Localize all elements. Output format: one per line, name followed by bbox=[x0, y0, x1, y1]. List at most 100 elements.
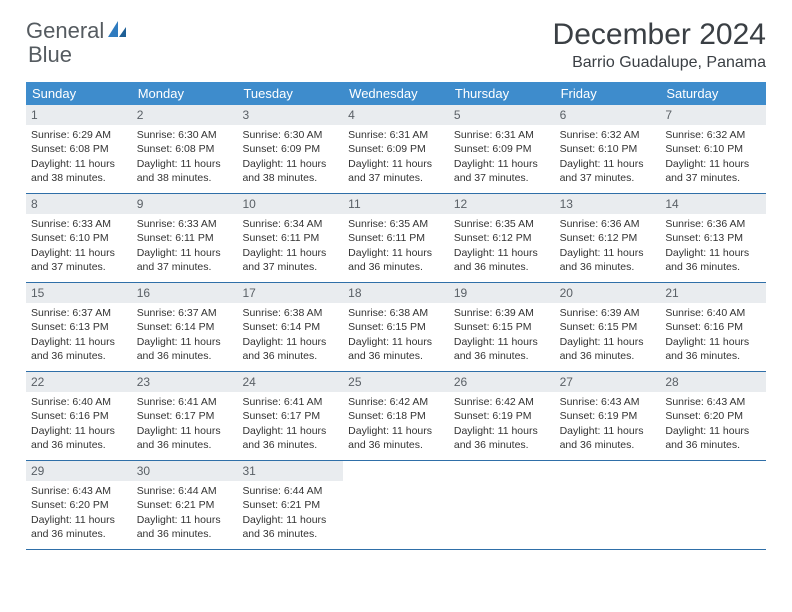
day-cell: 12Sunrise: 6:35 AMSunset: 6:12 PMDayligh… bbox=[449, 194, 555, 282]
sunrise-text: Sunrise: 6:29 AM bbox=[31, 128, 127, 142]
sunrise-text: Sunrise: 6:32 AM bbox=[665, 128, 761, 142]
sunrise-text: Sunrise: 6:30 AM bbox=[137, 128, 233, 142]
day-cell: 17Sunrise: 6:38 AMSunset: 6:14 PMDayligh… bbox=[237, 283, 343, 371]
sunset-text: Sunset: 6:20 PM bbox=[31, 498, 127, 512]
sunset-text: Sunset: 6:15 PM bbox=[348, 320, 444, 334]
day-body: Sunrise: 6:30 AMSunset: 6:08 PMDaylight:… bbox=[132, 125, 238, 191]
day-body: Sunrise: 6:31 AMSunset: 6:09 PMDaylight:… bbox=[449, 125, 555, 191]
daylight-text: Daylight: 11 hours and 36 minutes. bbox=[454, 424, 550, 452]
sunset-text: Sunset: 6:11 PM bbox=[137, 231, 233, 245]
day-number: 20 bbox=[555, 283, 661, 303]
day-cell: 26Sunrise: 6:42 AMSunset: 6:19 PMDayligh… bbox=[449, 372, 555, 460]
day-number: 26 bbox=[449, 372, 555, 392]
daylight-text: Daylight: 11 hours and 36 minutes. bbox=[242, 335, 338, 363]
empty-cell bbox=[555, 461, 661, 549]
week-row: 29 Sunrise: 6:43 AMSunset: 6:20 PM Dayligh… bbox=[26, 461, 766, 550]
weekday-header: Thursday bbox=[449, 82, 555, 105]
day-body: Sunrise: 6:36 AMSunset: 6:13 PMDaylight:… bbox=[660, 214, 766, 280]
day-body: Sunrise: 6:43 AMSunset: 6:20 PMDaylight:… bbox=[660, 392, 766, 458]
daylight-text: Daylight: 11 hours and 38 minutes. bbox=[242, 157, 338, 185]
day-number: 10 bbox=[237, 194, 343, 214]
day-cell: 8Sunrise: 6:33 AMSunset: 6:10 PMDaylight… bbox=[26, 194, 132, 282]
day-number: 18 bbox=[343, 283, 449, 303]
sunset-text: Sunset: 6:10 PM bbox=[31, 231, 127, 245]
daylight-text: Daylight: 11 hours and 36 minutes. bbox=[242, 513, 338, 541]
day-number: 15 bbox=[26, 283, 132, 303]
day-number: 24 bbox=[237, 372, 343, 392]
sunset-text: Sunset: 6:18 PM bbox=[348, 409, 444, 423]
day-cell: 10Sunrise: 6:34 AMSunset: 6:11 PMDayligh… bbox=[237, 194, 343, 282]
daylight-text: Daylight: 11 hours and 38 minutes. bbox=[137, 157, 233, 185]
daylight-text: Daylight: 11 hours and 36 minutes. bbox=[31, 335, 127, 363]
day-cell: 6Sunrise: 6:32 AMSunset: 6:10 PMDaylight… bbox=[555, 105, 661, 193]
daylight-text: Daylight: 11 hours and 37 minutes. bbox=[31, 246, 127, 274]
day-cell: 18Sunrise: 6:38 AMSunset: 6:15 PMDayligh… bbox=[343, 283, 449, 371]
day-number: 29 bbox=[26, 461, 132, 481]
day-body: Sunrise: 6:42 AMSunset: 6:18 PMDaylight:… bbox=[343, 392, 449, 458]
weekday-header: Monday bbox=[132, 82, 238, 105]
day-cell: 3Sunrise: 6:30 AMSunset: 6:09 PMDaylight… bbox=[237, 105, 343, 193]
sunset-text: Sunset: 6:12 PM bbox=[454, 231, 550, 245]
day-number: 7 bbox=[660, 105, 766, 125]
day-number: 30 bbox=[132, 461, 238, 481]
day-cell: 28Sunrise: 6:43 AMSunset: 6:20 PMDayligh… bbox=[660, 372, 766, 460]
logo: General bbox=[26, 18, 130, 44]
day-body: Sunrise: 6:43 AMSunset: 6:19 PMDaylight:… bbox=[555, 392, 661, 458]
day-body: Sunrise: 6:32 AMSunset: 6:10 PMDaylight:… bbox=[555, 125, 661, 191]
sunrise-text: Sunrise: 6:33 AM bbox=[31, 217, 127, 231]
day-number: 14 bbox=[660, 194, 766, 214]
month-title: December 2024 bbox=[553, 18, 766, 52]
day-number: 4 bbox=[343, 105, 449, 125]
daylight-text: Daylight: 11 hours and 37 minutes. bbox=[242, 246, 338, 274]
sunrise-text: Sunrise: 6:31 AM bbox=[454, 128, 550, 142]
sunrise-text: Sunrise: 6:35 AM bbox=[454, 217, 550, 231]
daylight-text: Daylight: 11 hours and 36 minutes. bbox=[560, 424, 656, 452]
sunrise-text: Sunrise: 6:39 AM bbox=[560, 306, 656, 320]
day-number: 11 bbox=[343, 194, 449, 214]
daylight-text: Daylight: 11 hours and 36 minutes. bbox=[665, 335, 761, 363]
day-number: 25 bbox=[343, 372, 449, 392]
daylight-text: Daylight: 11 hours and 36 minutes. bbox=[137, 513, 233, 541]
sunrise-text: Sunrise: 6:41 AM bbox=[137, 395, 233, 409]
daylight-text: Daylight: 11 hours and 38 minutes. bbox=[31, 157, 127, 185]
sunrise-text: Sunrise: 6:37 AM bbox=[137, 306, 233, 320]
daylight-text: Daylight: 11 hours and 36 minutes. bbox=[137, 335, 233, 363]
day-body: Sunrise: 6:33 AMSunset: 6:10 PMDaylight:… bbox=[26, 214, 132, 280]
sunrise-text: Sunrise: 6:42 AM bbox=[454, 395, 550, 409]
logo-text-blue-wrap: Blue bbox=[28, 42, 72, 68]
day-number: 12 bbox=[449, 194, 555, 214]
day-cell: 9Sunrise: 6:33 AMSunset: 6:11 PMDaylight… bbox=[132, 194, 238, 282]
day-number: 2 bbox=[132, 105, 238, 125]
sunset-text: Sunset: 6:16 PM bbox=[31, 409, 127, 423]
page-header: General December 2024 Barrio Guadalupe, … bbox=[26, 18, 766, 72]
day-cell: 1Sunrise: 6:29 AMSunset: 6:08 PMDaylight… bbox=[26, 105, 132, 193]
weekday-header: Sunday bbox=[26, 82, 132, 105]
sunset-text: Sunset: 6:09 PM bbox=[348, 142, 444, 156]
sunrise-text: Sunrise: 6:44 AM bbox=[242, 484, 338, 498]
sunrise-text: Sunrise: 6:31 AM bbox=[348, 128, 444, 142]
day-body: Sunrise: 6:37 AMSunset: 6:13 PMDaylight:… bbox=[26, 303, 132, 369]
day-body: Sunrise: 6:34 AMSunset: 6:11 PMDaylight:… bbox=[237, 214, 343, 280]
sunrise-text: Sunrise: 6:36 AM bbox=[665, 217, 761, 231]
week-row: 22Sunrise: 6:40 AMSunset: 6:16 PMDayligh… bbox=[26, 372, 766, 461]
day-number: 27 bbox=[555, 372, 661, 392]
sunset-text: Sunset: 6:19 PM bbox=[454, 409, 550, 423]
sunset-text: Sunset: 6:16 PM bbox=[665, 320, 761, 334]
day-body: Sunrise: 6:44 AMSunset: 6:21 PMDaylight:… bbox=[132, 481, 238, 547]
daylight-text: Daylight: 11 hours and 36 minutes. bbox=[560, 335, 656, 363]
day-body: Sunrise: 6:35 AMSunset: 6:12 PMDaylight:… bbox=[449, 214, 555, 280]
day-cell: 22Sunrise: 6:40 AMSunset: 6:16 PMDayligh… bbox=[26, 372, 132, 460]
sunset-text: Sunset: 6:15 PM bbox=[454, 320, 550, 334]
location-subtitle: Barrio Guadalupe, Panama bbox=[553, 54, 766, 72]
day-cell: 11Sunrise: 6:35 AMSunset: 6:11 PMDayligh… bbox=[343, 194, 449, 282]
sunrise-text: Sunrise: 6:43 AM bbox=[31, 484, 127, 498]
sunrise-text: Sunrise: 6:41 AM bbox=[242, 395, 338, 409]
day-body: Sunrise: 6:40 AMSunset: 6:16 PMDaylight:… bbox=[26, 392, 132, 458]
daylight-text: Daylight: 11 hours and 36 minutes. bbox=[454, 246, 550, 274]
day-body: Sunrise: 6:31 AMSunset: 6:09 PMDaylight:… bbox=[343, 125, 449, 191]
day-body: Sunrise: 6:30 AMSunset: 6:09 PMDaylight:… bbox=[237, 125, 343, 191]
day-body: Sunrise: 6:42 AMSunset: 6:19 PMDaylight:… bbox=[449, 392, 555, 458]
day-body: Sunrise: 6:37 AMSunset: 6:14 PMDaylight:… bbox=[132, 303, 238, 369]
weekday-header-row: SundayMondayTuesdayWednesdayThursdayFrid… bbox=[26, 82, 766, 105]
day-cell: 30Sunrise: 6:44 AMSunset: 6:21 PMDayligh… bbox=[132, 461, 238, 549]
